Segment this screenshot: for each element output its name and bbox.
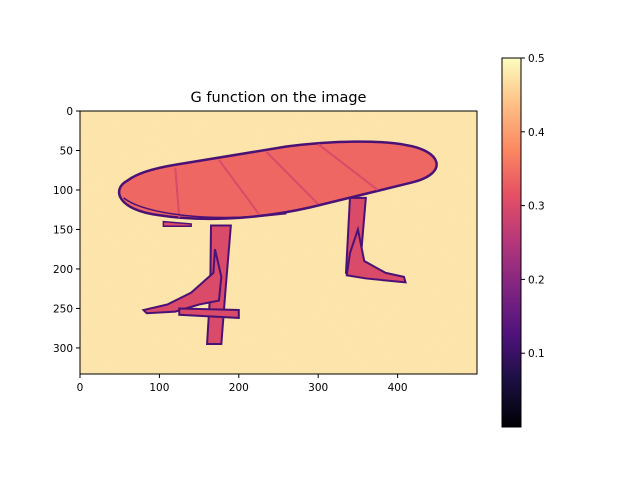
colorbar-frame (501, 57, 522, 428)
colorbar-tick-label: 0.4 (528, 127, 545, 139)
table-top (117, 140, 438, 221)
colorbar-tick-label: 0.5 (528, 53, 545, 65)
left-foot (141, 248, 223, 315)
colorbar-tick-label: 0.1 (528, 348, 545, 360)
heatmap (80, 111, 477, 374)
colorbar-tick-label: 0.2 (528, 274, 545, 286)
colorbar-tick-label: 0.3 (528, 201, 545, 213)
y-tick-label: 100 (53, 185, 73, 197)
right-foot (345, 225, 407, 284)
colorbar-axis: 0.1 0.2 0.3 0.4 0.5 (521, 53, 545, 360)
x-axis: 0 100 200 300 400 (77, 374, 408, 394)
colorbar (502, 58, 521, 427)
x-tick-label: 200 (229, 382, 249, 394)
left-apron (162, 220, 192, 228)
chart-title: G function on the image (191, 90, 367, 106)
y-tick-label: 150 (53, 224, 73, 236)
plank-line-4 (317, 143, 379, 191)
axes-frame (79, 110, 478, 375)
left-foot-bar (178, 307, 240, 319)
table-regions (117, 140, 438, 345)
y-tick-label: 0 (66, 106, 73, 118)
x-tick-label: 100 (149, 382, 169, 394)
x-tick-label: 400 (388, 382, 408, 394)
x-tick-label: 300 (308, 382, 328, 394)
y-tick-label: 200 (53, 264, 73, 276)
plank-line-2 (218, 159, 260, 215)
y-axis: 0 50 100 150 200 250 300 (53, 106, 80, 355)
y-tick-label: 50 (60, 145, 73, 157)
y-tick-label: 300 (53, 343, 73, 355)
plank-line-1 (174, 167, 181, 218)
y-tick-label: 250 (53, 303, 73, 315)
plank-line-3 (265, 151, 319, 205)
x-tick-label: 0 (77, 382, 84, 394)
table-top-edge (123, 197, 287, 219)
